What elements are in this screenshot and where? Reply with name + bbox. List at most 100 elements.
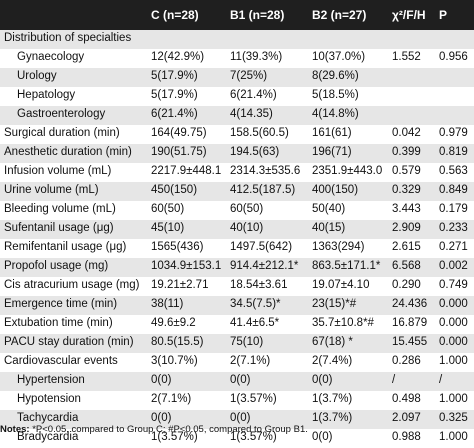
table-row: Anesthetic duration (min) 190(51.75) 194.5… [0, 144, 474, 163]
cell-c: 60(50) [151, 203, 185, 215]
table-row: Infusion volume (mL) 2217.9±448.1 2314.3±5… [0, 163, 474, 182]
table-row: Hepatology 5(17.9%) 6(21.4%) 5(18.5%) [0, 87, 474, 106]
cell-b1: 60(50) [230, 203, 264, 215]
header-col-b1: B1 (n=28) [230, 8, 285, 22]
table-row: Emergence time (min) 38(11) 34.5(7.5)* 23(1… [0, 296, 474, 315]
table-row: Sufentanil usage (μg) 45(10) 40(10) 40(15) 2… [0, 220, 474, 239]
cell-b2: 50(40) [312, 203, 346, 215]
row-label: Anesthetic duration (min) [4, 146, 132, 158]
cell-c: 450(150) [151, 184, 198, 196]
cell-b1: 0(0) [230, 412, 251, 424]
cell-p: 1.000 [439, 431, 468, 443]
cell-b2: 40(15) [312, 222, 346, 234]
row-label: Gynaecology [17, 51, 85, 63]
notes-text: *P<0.05, compared to Group C; #P<0.05, c… [32, 424, 308, 435]
cell-stat: 2.909 [392, 222, 421, 234]
cell-p: 0.002 [439, 260, 468, 272]
table-notes: Notes: *P<0.05, compared to Group C; #P<… [0, 424, 308, 435]
cell-stat: 6.568 [392, 260, 421, 272]
cell-b2: 400(150) [312, 184, 359, 196]
cell-c: 38(11) [151, 298, 184, 310]
cell-b2: 35.7±10.8*# [312, 317, 374, 329]
cell-stat: 0.042 [392, 127, 421, 139]
cell-c: 49.6±9.2 [151, 317, 196, 329]
row-label: Cis atracurium usage (mg) [4, 279, 140, 291]
table-row: Propofol usage (mg) 1034.9±153.1 914.4±212… [0, 258, 474, 277]
table-row: Urine volume (mL) 450(150) 412.5(187.5) 400… [0, 182, 474, 201]
cell-b2: 8(29.6%) [312, 70, 359, 82]
header-col-stat: χ²/F/H [392, 8, 426, 22]
table-row: Cis atracurium usage (mg) 19.21±2.71 18.54… [0, 277, 474, 296]
table-row: Distribution of specialties [0, 30, 474, 49]
cell-b1: 2314.3±535.6 [230, 165, 301, 177]
row-label: Distribution of specialties [4, 32, 132, 44]
cell-c: 0(0) [151, 412, 172, 424]
cell-c: 164(49.75) [151, 127, 207, 139]
cell-b2: 2(7.4%) [312, 355, 353, 367]
cell-stat: 0.579 [392, 165, 421, 177]
row-label: Cardiovascular events [4, 355, 118, 367]
cell-c: 45(10) [151, 222, 185, 234]
cell-p: 0.749 [439, 279, 468, 291]
cell-c: 3(10.7%) [151, 355, 198, 367]
row-label: Surgical duration (min) [4, 127, 120, 139]
cell-c: 2217.9±448.1 [151, 165, 222, 177]
cell-c: 2(7.1%) [151, 393, 192, 405]
cell-b2: 67(18) * [312, 336, 353, 348]
row-label: Gastroenterology [17, 108, 106, 120]
cell-p: 0.849 [439, 184, 468, 196]
cell-b1: 914.4±212.1* [230, 260, 299, 272]
cell-c: 6(21.4%) [151, 108, 198, 120]
row-label: Tachycardia [17, 412, 79, 424]
row-label: Bleeding volume (mL) [4, 203, 116, 215]
row-label: Infusion volume (mL) [4, 165, 112, 177]
cell-stat: 0.498 [392, 393, 421, 405]
cell-b1: 40(10) [230, 222, 264, 234]
cell-p: 1.000 [439, 355, 468, 367]
cell-b1: 7(25%) [230, 70, 268, 82]
cell-b2: 161(61) [312, 127, 352, 139]
cell-b1: 75(10) [230, 336, 264, 348]
cell-p: 0.563 [439, 165, 468, 177]
row-label: Urine volume (mL) [4, 184, 99, 196]
cell-stat: / [392, 374, 396, 386]
cell-c: 1565(436) [151, 241, 204, 253]
row-label: Sufentanil usage (μg) [4, 222, 114, 234]
table-header: C (n=28) B1 (n=28) B2 (n=27) χ²/F/H P [0, 0, 474, 30]
cell-p: / [439, 374, 443, 386]
cell-c: 0(0) [151, 374, 172, 386]
cell-b1: 158.5(60.5) [230, 127, 289, 139]
header-col-p: P [439, 8, 448, 22]
row-label: Extubation time (min) [4, 317, 113, 329]
cell-b1: 34.5(7.5)* [230, 298, 281, 310]
cell-c: 5(17.9%) [151, 89, 198, 101]
cell-stat: 2.615 [392, 241, 421, 253]
cell-b2: 5(18.5%) [312, 89, 359, 101]
cell-c: 80.5(15.5) [151, 336, 204, 348]
cell-stat: 24.436 [392, 298, 428, 310]
row-label: Remifentanil usage (μg) [4, 241, 127, 253]
cell-b1: 18.54±3.61 [230, 279, 288, 291]
cell-b2: 1(3.7%) [312, 393, 353, 405]
row-label: Hypertension [17, 374, 85, 386]
cell-p: 0.979 [439, 127, 468, 139]
cell-b1: 412.5(187.5) [230, 184, 296, 196]
header-col-b2: B2 (n=27) [312, 8, 367, 22]
cell-b1: 41.4±6.5* [230, 317, 280, 329]
cell-b2: 863.5±171.1* [312, 260, 381, 272]
cell-c: 190(51.75) [151, 146, 207, 158]
cell-p: 0.956 [439, 51, 468, 63]
table-row: Gastroenterology 6(21.4%) 4(14.35) 4(14.8%) [0, 106, 474, 125]
cell-p: 0.000 [439, 317, 468, 329]
cell-c: 1034.9±153.1 [151, 260, 222, 272]
table-row: Bleeding volume (mL) 60(50) 60(50) 50(40) 3.… [0, 201, 474, 220]
table-row: Urology 5(17.9%) 7(25%) 8(29.6%) [0, 68, 474, 87]
cell-c: 12(42.9%) [151, 51, 205, 63]
cell-p: 0.271 [439, 241, 468, 253]
cell-b2: 4(14.8%) [312, 108, 359, 120]
row-label: Hypotension [17, 393, 81, 405]
cell-p: 0.000 [439, 336, 468, 348]
notes-label: Notes: [0, 424, 30, 435]
row-label: Hepatology [17, 89, 76, 101]
cell-p: 0.325 [439, 412, 468, 424]
